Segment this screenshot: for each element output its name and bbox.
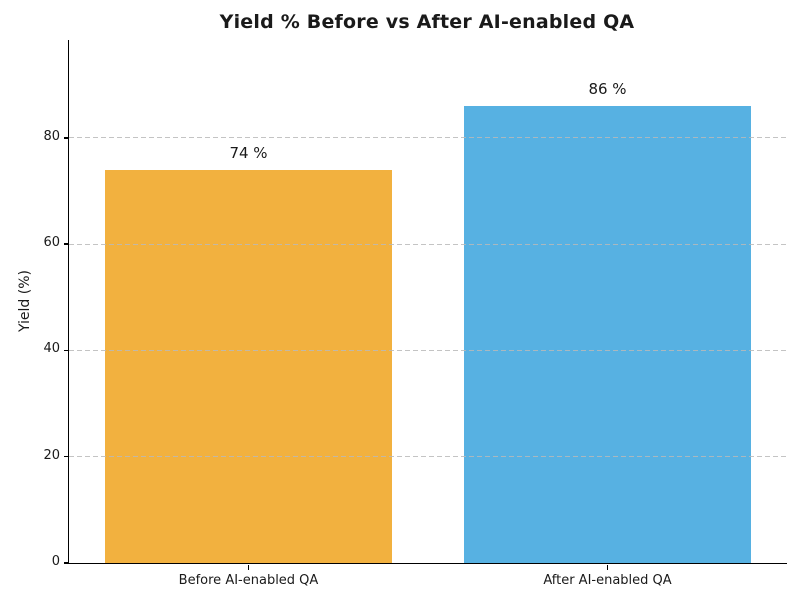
y-tick-label: 0 xyxy=(51,554,60,569)
y-tick-mark xyxy=(64,455,69,458)
x-tick-label: Before AI-enabled QA xyxy=(178,573,319,588)
x-tick-mark xyxy=(606,564,609,570)
bar xyxy=(104,169,393,563)
bar-value-label: 86 % xyxy=(588,79,627,98)
bar xyxy=(463,105,752,563)
y-tick-label: 40 xyxy=(43,341,60,357)
plot-area: 0 20 40 60 80 74 % Before AI-enabled QA 86 % Aft… xyxy=(43,40,787,588)
x-tick-label: After AI-enabled QA xyxy=(543,573,672,588)
y-tick-label: 60 xyxy=(43,235,60,251)
bar-value-label: 74 % xyxy=(229,143,268,162)
gridline xyxy=(69,137,787,139)
chart-title: Yield % Before vs After AI-enabled QA xyxy=(219,11,635,33)
y-axis-label: Yield (%) xyxy=(17,269,33,333)
y-tick-mark xyxy=(64,136,69,139)
gridline xyxy=(69,456,787,458)
y-tick-mark xyxy=(64,243,69,245)
y-tick-mark xyxy=(64,562,69,564)
y-tick-label: 20 xyxy=(43,447,60,463)
gridline xyxy=(69,243,787,245)
y-tick-label: 80 xyxy=(43,128,60,144)
y-tick-mark xyxy=(64,349,69,352)
x-tick-mark xyxy=(247,564,250,570)
gridline xyxy=(69,349,787,351)
